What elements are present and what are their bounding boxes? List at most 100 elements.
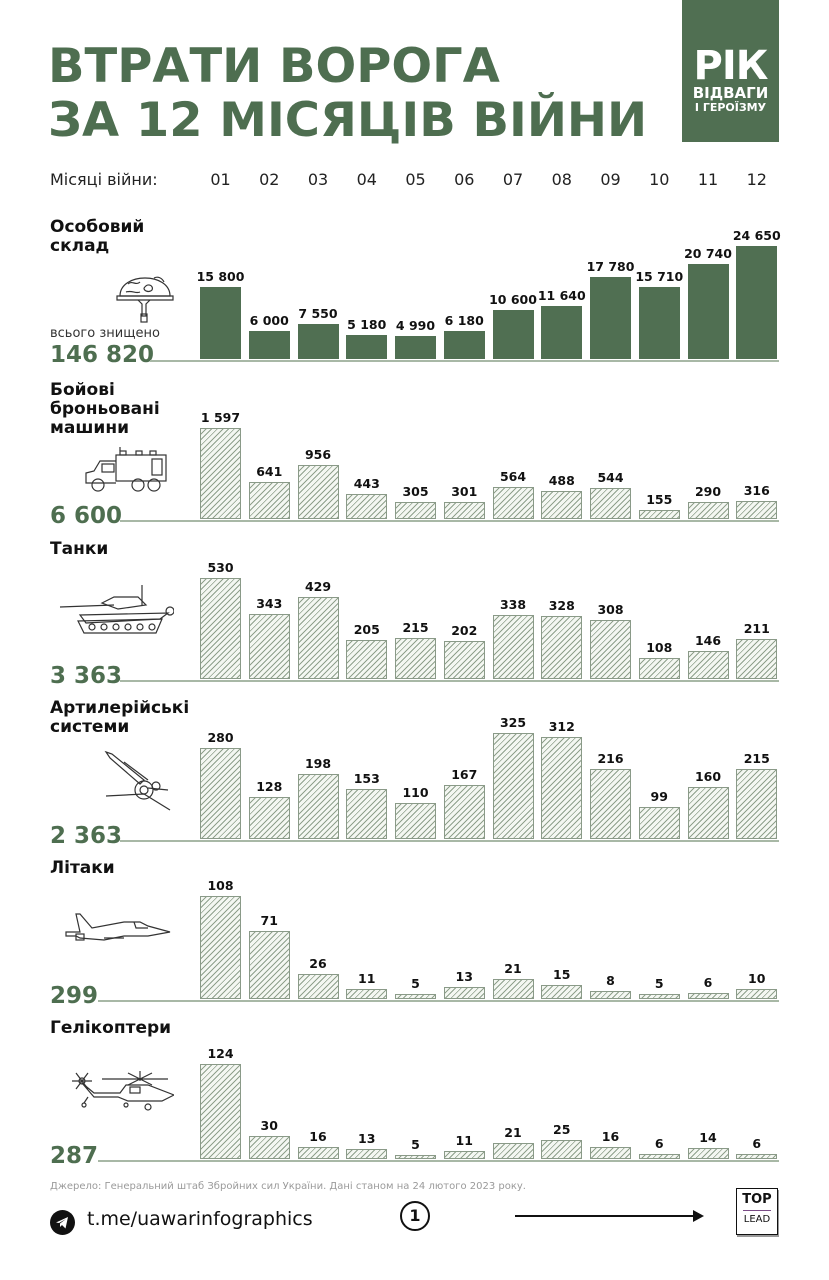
bar-value-label: 153 — [353, 771, 380, 787]
arrow-right-icon[interactable] — [693, 1210, 704, 1222]
bar — [736, 1154, 778, 1159]
month-label: 12 — [746, 170, 767, 189]
section-title: Бойові броньовані машини — [50, 380, 160, 438]
bar-value-label: 4 990 — [395, 318, 436, 334]
bar-value-label: 215 — [402, 620, 429, 636]
bar — [297, 464, 339, 519]
bar-value-label: 641 — [256, 464, 283, 480]
next-arrow[interactable] — [515, 1215, 695, 1217]
bar-value-label: 338 — [499, 596, 527, 612]
bar-value-label: 155 — [646, 492, 673, 508]
page-number: 1 — [400, 1201, 430, 1231]
bar — [248, 482, 290, 519]
bar-value-label: 6 180 — [444, 312, 484, 328]
section-total: 3 363 — [50, 663, 123, 689]
bar — [395, 1155, 436, 1159]
bar-value-label: 25 — [553, 1121, 571, 1137]
bar-value-label: 16 — [309, 1128, 327, 1144]
bar-value-label: 6 — [654, 1136, 664, 1152]
bar — [638, 994, 680, 999]
bar-value-label: 564 — [499, 468, 527, 484]
section-title: Гелікоптери — [50, 1018, 172, 1038]
bar — [541, 305, 583, 359]
bar-value-label: 160 — [694, 768, 722, 784]
bar — [200, 286, 241, 359]
bar — [492, 310, 534, 359]
bar — [638, 510, 680, 519]
logo-line-2: І ГЕРОЇЗМУ — [694, 101, 767, 114]
months-label: Місяці війни: — [50, 170, 158, 189]
bar — [687, 786, 729, 839]
bar-value-label: 71 — [260, 913, 278, 929]
month-label: 07 — [502, 170, 524, 189]
bar-value-label: 124 — [207, 1046, 234, 1061]
bar — [638, 286, 680, 359]
jet-icon — [65, 913, 171, 941]
bar-value-label: 108 — [646, 640, 673, 656]
bar — [736, 768, 778, 839]
bar — [443, 640, 485, 679]
baseline — [120, 840, 779, 842]
bar-value-label: 301 — [451, 483, 478, 499]
bar-value-label: 956 — [304, 446, 332, 462]
bar-value-label: 308 — [597, 602, 624, 618]
bar-value-label: 216 — [597, 750, 624, 766]
bar-value-label: 544 — [597, 470, 624, 485]
bar-value-label: 21 — [504, 960, 522, 976]
bar-value-label: 6 000 — [249, 313, 289, 329]
month-label: 02 — [259, 170, 280, 189]
section-title: Особовий склад — [50, 217, 145, 256]
logo-big: РІК — [693, 43, 769, 89]
bar — [492, 1142, 534, 1159]
toplead-divider — [743, 1210, 771, 1211]
section-total: 287 — [50, 1143, 99, 1169]
bar — [590, 991, 631, 999]
bar-value-label: 290 — [694, 484, 722, 500]
telegram-link[interactable]: t.me/uawarinfographics — [87, 1208, 313, 1230]
logo-line-1: ВІДВАГИ — [692, 84, 769, 102]
bar — [395, 501, 436, 519]
source-note: Джерело: Генеральний штаб Збройних сил У… — [50, 1181, 526, 1192]
bar — [492, 486, 534, 519]
bar-value-label: 30 — [260, 1118, 278, 1134]
section-total: 6 600 — [50, 503, 123, 529]
section-subtitle: всього знищено — [50, 326, 160, 341]
bar-value-label: 20 740 — [684, 245, 732, 261]
bar-value-label: 8 — [606, 973, 615, 989]
month-label: 11 — [697, 170, 719, 189]
section-total: 2 363 — [50, 823, 123, 849]
bar — [443, 1150, 485, 1159]
bar-value-label: 13 — [455, 968, 473, 984]
bar-value-label: 5 180 — [347, 317, 387, 333]
bar-value-label: 14 — [699, 1130, 717, 1146]
toplead-top: TOP — [742, 1192, 772, 1207]
bar — [297, 974, 339, 999]
bar-value-label: 11 — [455, 1132, 473, 1148]
bar-value-label: 280 — [207, 729, 234, 745]
bar-value-label: 146 — [694, 633, 722, 649]
bar-value-label: 11 640 — [537, 287, 586, 303]
month-label: 03 — [307, 170, 329, 189]
baseline — [120, 680, 779, 682]
bar — [736, 989, 778, 999]
bar — [297, 324, 339, 359]
bar-value-label: 10 600 — [489, 292, 537, 308]
bar — [443, 330, 485, 359]
baseline — [150, 360, 779, 362]
bar — [443, 986, 485, 999]
bar — [590, 277, 631, 359]
baseline — [120, 520, 779, 522]
bar — [492, 978, 534, 999]
bar — [346, 639, 388, 679]
bar-value-label: 443 — [353, 475, 380, 491]
section-title: Танки — [50, 539, 109, 559]
bar-value-label: 328 — [548, 598, 575, 614]
bar — [687, 651, 729, 679]
bar-value-label: 316 — [743, 482, 770, 498]
title-line-1: ВТРАТИ ВОРОГА — [48, 39, 500, 94]
telegram-icon[interactable] — [50, 1210, 75, 1235]
bar-value-label: 110 — [402, 785, 429, 801]
bar — [346, 493, 388, 519]
bar — [687, 502, 729, 519]
month-label: 05 — [405, 170, 426, 189]
